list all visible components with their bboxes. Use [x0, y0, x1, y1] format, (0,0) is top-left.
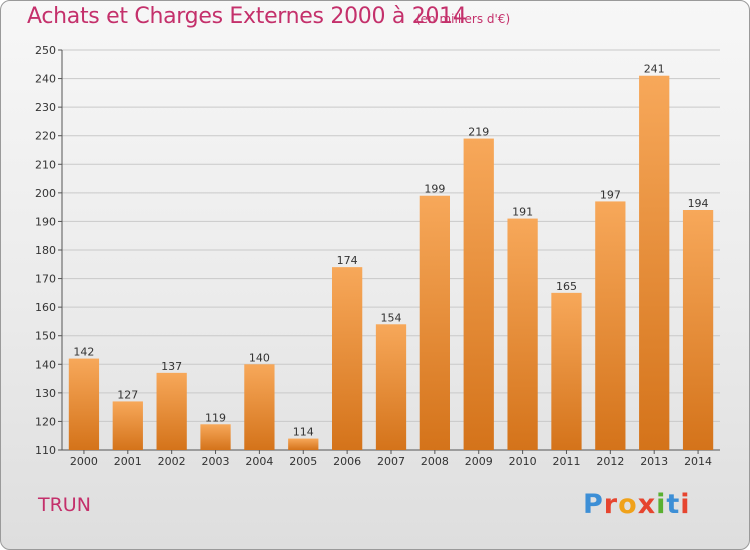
- bar: [551, 292, 582, 450]
- x-tick-label: 2004: [245, 455, 273, 468]
- y-tick-label: 140: [35, 358, 56, 371]
- bar-value-label: 114: [293, 426, 314, 439]
- commune-name: TRUN: [38, 494, 91, 516]
- x-tick-label: 2005: [289, 455, 317, 468]
- bar: [595, 201, 626, 450]
- bar: [682, 210, 714, 450]
- bar-value-label: 140: [249, 351, 270, 364]
- logo-letter: r: [603, 489, 619, 520]
- bar-value-label: 194: [688, 197, 709, 210]
- y-tick-label: 240: [35, 73, 56, 86]
- bars: [68, 75, 714, 451]
- bar-value-label: 174: [337, 254, 358, 267]
- x-tick-label: 2001: [114, 455, 142, 468]
- bar-value-label: 142: [73, 346, 94, 359]
- bar: [156, 372, 187, 450]
- chart-title: Achats et Charges Externes 2000 à 2014: [27, 4, 467, 29]
- bar-value-label: 219: [468, 126, 489, 139]
- bar: [639, 75, 670, 450]
- x-tick-label: 2011: [552, 455, 580, 468]
- bar: [288, 438, 319, 450]
- bar: [200, 424, 231, 450]
- bar-value-label: 137: [161, 360, 182, 373]
- x-tick-label: 2012: [596, 455, 624, 468]
- bar-value-label: 197: [600, 188, 621, 201]
- proxiti-logo[interactable]: Proxiti: [583, 489, 691, 520]
- bar: [68, 358, 100, 450]
- y-tick-label: 250: [35, 44, 56, 57]
- y-tick-label: 160: [35, 301, 56, 314]
- bar: [375, 324, 407, 450]
- x-tick-label: 2009: [465, 455, 493, 468]
- bar: [419, 195, 451, 450]
- y-tick-label: 230: [35, 101, 56, 114]
- logo-letter: t: [666, 489, 681, 520]
- logo-letter: i: [680, 489, 691, 520]
- logo-letter: i: [656, 489, 667, 520]
- y-tick-label: 120: [35, 415, 56, 428]
- bar-value-label: 199: [424, 183, 445, 196]
- bar-value-label: 119: [205, 411, 226, 424]
- y-tick-label: 130: [35, 387, 56, 400]
- x-tick-label: 2008: [421, 455, 449, 468]
- y-tick-label: 150: [35, 330, 56, 343]
- chart-subtitle: (en milliers d'€): [416, 12, 511, 26]
- bar-value-label: 127: [117, 388, 138, 401]
- y-tick-label: 200: [35, 187, 56, 200]
- x-tick-label: 2006: [333, 455, 361, 468]
- logo-letter: x: [637, 489, 657, 520]
- bar: [331, 267, 363, 450]
- y-tick-label: 220: [35, 130, 56, 143]
- x-tick-label: 2014: [684, 455, 712, 468]
- x-tick-label: 2002: [158, 455, 186, 468]
- y-tick-label: 190: [35, 215, 56, 228]
- y-tick-label: 110: [35, 444, 56, 457]
- bar: [112, 401, 143, 450]
- bar: [507, 218, 538, 450]
- bar: [244, 364, 275, 450]
- y-tick-label: 180: [35, 244, 56, 257]
- x-tick-label: 2013: [640, 455, 668, 468]
- x-tick-label: 2000: [70, 455, 98, 468]
- bar-value-label: 241: [644, 63, 665, 76]
- x-tick-label: 2010: [509, 455, 537, 468]
- logo-letter: P: [583, 489, 604, 520]
- y-tick-label: 210: [35, 158, 56, 171]
- bar-value-label: 154: [381, 311, 402, 324]
- bar: [463, 138, 494, 451]
- y-tick-label: 170: [35, 273, 56, 286]
- x-tick-label: 2003: [202, 455, 230, 468]
- bar-value-label: 165: [556, 280, 577, 293]
- bar-value-label: 191: [512, 206, 533, 219]
- x-tick-label: 2007: [377, 455, 405, 468]
- labels: 110 120 130 140 150 160 170 180 190 200 210 220 230 2…: [35, 44, 712, 468]
- logo-letter: o: [618, 489, 638, 520]
